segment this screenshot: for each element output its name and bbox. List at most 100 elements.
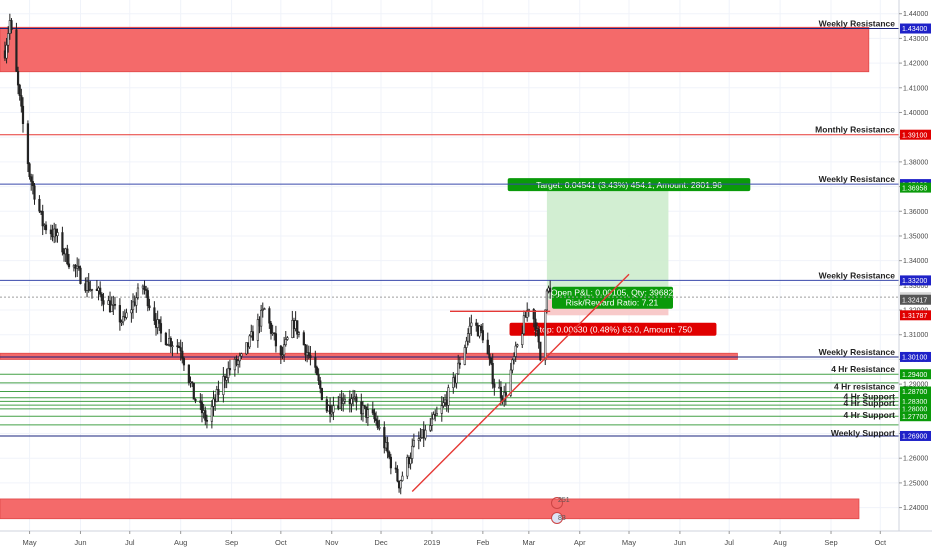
time-axis-bg	[0, 531, 932, 550]
candle-body	[291, 320, 294, 338]
level-label: Monthly Resistance	[815, 125, 895, 135]
level-price-tag[interactable]: 1.39100	[900, 129, 931, 140]
candle-body	[143, 285, 146, 290]
level-price-tag[interactable]: 1.28000	[900, 403, 931, 414]
trend-line[interactable]	[411, 273, 630, 493]
candle-body	[511, 359, 514, 371]
candle-body	[61, 232, 64, 253]
level-price-tag-text: 1.43400	[902, 26, 927, 33]
candle-body	[251, 331, 255, 341]
zones	[0, 26, 870, 520]
price-tag[interactable]: 1.32417	[900, 294, 931, 305]
y-tick-label: 1.33000	[903, 283, 928, 290]
x-tick-label: May	[622, 538, 636, 547]
candle-body	[228, 368, 232, 371]
resistance-zone[interactable]	[0, 352, 738, 360]
y-tick-label: 1.36000	[903, 209, 928, 216]
resistance-zone[interactable]	[0, 498, 860, 520]
price-tag-bg	[900, 310, 931, 321]
level-label: 4 Hr Resistance	[831, 364, 895, 374]
candle-body	[210, 406, 213, 422]
candle-body	[309, 355, 312, 359]
level-label: Weekly Support	[831, 428, 895, 438]
candle-body	[283, 344, 286, 356]
y-tick-label: 1.34000	[903, 258, 928, 265]
candle-body	[145, 289, 148, 291]
candle-body	[374, 418, 378, 421]
flag-icon	[551, 512, 563, 524]
candle-body	[274, 333, 278, 347]
candle-body	[204, 410, 207, 421]
candle-body	[130, 309, 133, 314]
level-price-tag[interactable]: 1.30100	[900, 351, 931, 362]
candle-body	[261, 309, 264, 311]
flag-icon	[551, 497, 563, 509]
candle-body	[399, 480, 402, 489]
candle-body	[31, 181, 34, 187]
level-price-tag-bg	[900, 351, 931, 362]
candle-body	[470, 322, 473, 327]
level-price-tag-text: 1.28700	[902, 389, 927, 396]
level-price-tag[interactable]: 1.29400	[900, 369, 931, 380]
x-tick-label: Jul	[125, 538, 135, 547]
candle-body	[217, 389, 220, 395]
candle-body	[366, 409, 369, 418]
candle-body	[442, 402, 445, 407]
position-tool[interactable]: Target: 0.04541 (3.43%) 454.1, Amount: 2…	[507, 178, 751, 336]
candle-body	[110, 304, 113, 312]
candle-body	[205, 420, 209, 422]
x-tick-label: 2019	[424, 538, 441, 547]
level-price-tag[interactable]: 1.28300	[900, 396, 931, 407]
pl-label-bg	[552, 286, 673, 309]
candle-body	[516, 344, 519, 347]
candles	[3, 13, 552, 495]
candle-body	[120, 321, 123, 324]
candle-body	[537, 328, 540, 343]
candle-body	[26, 123, 30, 165]
level-price-tag-bg	[900, 23, 931, 34]
candle-body	[378, 427, 381, 429]
candle-body	[491, 362, 494, 385]
level-price-tag-bg	[900, 430, 931, 441]
candle-body	[424, 429, 427, 439]
price-tag[interactable]: 1.36958	[900, 182, 931, 193]
y-tick-label: 1.43000	[903, 36, 928, 43]
target-label[interactable]: Target: 0.04541 (3.43%) 454.1, Amount: 2…	[507, 178, 751, 192]
x-tick-label: Apr	[574, 538, 586, 547]
level-price-tag[interactable]: 1.33200	[900, 275, 931, 286]
level-price-tag[interactable]: 1.27700	[900, 411, 931, 422]
stop-label-bg	[509, 322, 717, 336]
candle-body	[286, 337, 289, 340]
candle-body	[475, 322, 478, 326]
candle-body	[549, 287, 552, 293]
candle-body	[199, 400, 202, 403]
x-tick-label: Nov	[325, 538, 339, 547]
level-price-tag[interactable]: 1.26900	[900, 430, 931, 441]
price-tag[interactable]: 1.31787	[900, 310, 931, 321]
x-tick-label: Oct	[275, 538, 288, 547]
candle-body	[521, 333, 524, 345]
level-labels: Weekly Resistance Monthly Resistance Weekl…	[815, 19, 895, 438]
candle-body	[181, 350, 184, 359]
y-tick-label: 1.44000	[903, 11, 928, 18]
pl-label[interactable]: Open P&L: 0.00105, Qty: 39682Risk/Reward…	[551, 286, 674, 309]
candle-body	[545, 290, 548, 311]
price-tag-text: 1.31787	[902, 313, 927, 320]
candle-body	[118, 305, 121, 323]
candle-body	[534, 318, 537, 330]
level-price-tag[interactable]: 1.43400	[900, 23, 931, 34]
candle-body	[182, 358, 186, 366]
profit-zone[interactable]	[546, 187, 669, 300]
candle-body	[240, 353, 243, 357]
stop-label[interactable]: Stop: 0.00630 (0.48%) 63.0, Amount: 750	[509, 322, 717, 336]
candle-body	[329, 405, 332, 415]
level-price-tag-bg	[900, 411, 931, 422]
candle-body	[7, 33, 10, 46]
price-axis[interactable]: 1.440001.430001.420001.410001.400001.390…	[898, 0, 932, 550]
level-price-tag[interactable]: 1.28700	[900, 386, 931, 397]
time-axis[interactable]: May Jun Jul Aug Sep Oct Nov Dec 2019 Feb Mar Apr May…	[0, 530, 932, 550]
price-tag-text: 1.32417	[902, 297, 927, 304]
resistance-zone[interactable]	[0, 26, 870, 73]
